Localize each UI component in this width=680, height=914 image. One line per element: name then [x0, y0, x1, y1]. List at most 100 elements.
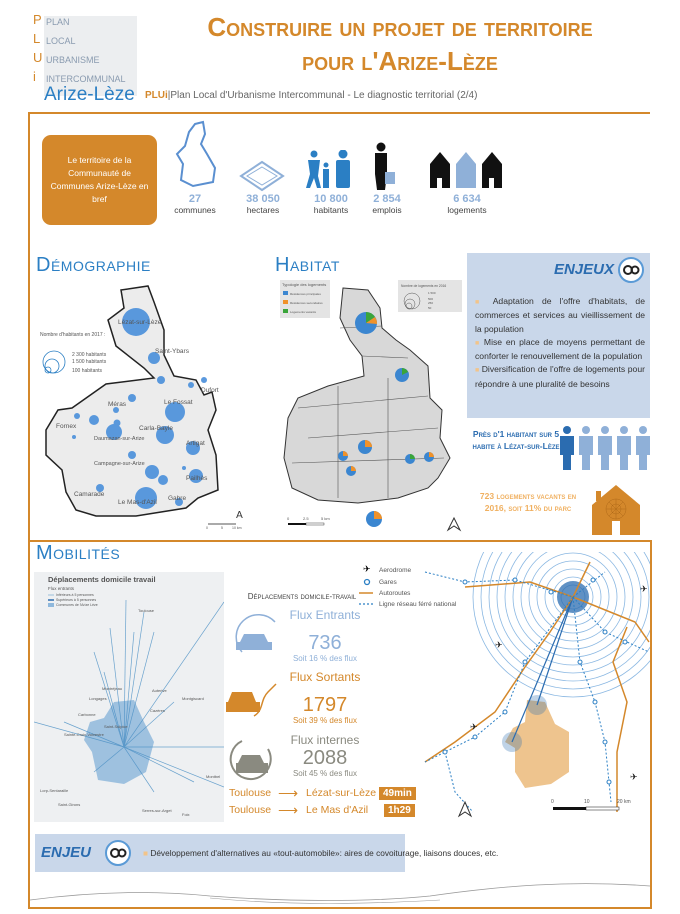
legend-item: 250 [428, 301, 433, 305]
place-label: Saint-Girons [58, 802, 80, 807]
flux-label: Flux Sortants [289, 670, 361, 684]
legend-item: Autoroutes [379, 590, 411, 597]
title-line-1: Construire un projet de territoire [207, 12, 593, 42]
vacants-highlight: 723 logements vacants en 2016, soit 11% … [479, 491, 577, 513]
flux-share: Soit 16 % des flux [292, 654, 358, 663]
legend-item: Résidences secondaires [290, 301, 323, 305]
habitat-map: Typologie des logements Résidences princ… [280, 280, 462, 532]
scale-label: 5 km [321, 516, 330, 521]
route-duration: 1h29 [384, 804, 415, 817]
place-label: Cazères [150, 708, 165, 713]
enjeu-item-text: Développement d'alternatives au «tout-au… [150, 848, 499, 858]
legend-swatch [283, 291, 288, 295]
town-label: Pailhès [186, 475, 208, 482]
scale-label: 10 km [232, 526, 242, 530]
typology-legend [280, 280, 330, 318]
habitat-territory [283, 287, 451, 504]
place-label: Sainte-Croix-Volvestre [64, 732, 105, 737]
legend-title: Nombre de logements en 2016 [401, 284, 446, 288]
stat-value: 38 050 [246, 193, 280, 205]
legend-swatch [283, 300, 288, 304]
gears-icon [618, 257, 644, 283]
scale-label: 0 [551, 799, 554, 805]
enjeux-panel: ENJEUX Adaptation de l'offre d'habitats,… [467, 253, 650, 418]
frame-middle [28, 540, 652, 542]
scale-bar [553, 807, 586, 810]
place-label: Auterive [152, 688, 167, 693]
svg-text:✈: ✈ [630, 773, 638, 783]
north-arrow-icon [446, 516, 462, 532]
stat-value: 27 [188, 193, 202, 205]
town-label: Le Mas-d'Azil [118, 499, 157, 506]
flow-lines [34, 599, 224, 793]
stat-value: 10 800 [314, 193, 348, 205]
logo-word: LOCAL [46, 36, 76, 46]
logo-word: INTERCOMMUNAL [46, 74, 126, 84]
frame-left [28, 112, 30, 909]
route-to: Lézat-sur-Lèze [306, 787, 377, 799]
place-label: Longages [89, 696, 107, 701]
subtitle-text: |Plan Local d'Urbanisme Intercommunal - … [167, 90, 478, 101]
town-label: Méras [108, 401, 127, 408]
arrow-right-icon: ⟶ [278, 785, 299, 801]
enjeux-title: ENJEUX [553, 261, 614, 278]
legend-swatch [283, 309, 288, 313]
lezat-highlight: Près d'1 habitant sur 5 habite à Lézat-s… [472, 429, 560, 451]
frame-right [650, 540, 652, 909]
map-title: Déplacements domicile travail [48, 575, 156, 584]
aerodrome-markers: ✈ ✈ ✈ ✈ [470, 585, 648, 783]
place-label: Serres-sur-Arget [142, 808, 172, 813]
pie-markers [338, 312, 434, 527]
svg-text:✈: ✈ [640, 585, 648, 595]
section-heading-mobilites: Mobilités [36, 542, 121, 564]
svg-text:✈: ✈ [470, 723, 478, 733]
flux-internes: Flux internes 2088 Soit 45 % des flux [270, 733, 380, 778]
legend-item: 50 [428, 306, 432, 310]
legend-item: Inférieurs à 5 personnes [56, 593, 94, 597]
area-icon [239, 160, 285, 192]
flux-value: 2088 [302, 747, 348, 769]
legend-title: Nombre d'habitants en 2017 : [40, 332, 105, 338]
town-label: Daumazan-sur-Arize [94, 436, 144, 442]
commute-flow-map: Déplacements domicile travail Flux entra… [34, 572, 224, 822]
vacant-house-icon [592, 485, 640, 535]
place-label: Montbel [206, 774, 220, 779]
flux-entrants: Flux Entrants 736 Soit 16 % des flux [270, 608, 380, 663]
people-ratio-icon [560, 426, 650, 470]
demographie-map: Lézat-sur-Lèze Saint-Ybars Dufort Le Fos… [40, 285, 243, 530]
stat-label: habitants [313, 205, 349, 215]
arrow-right-icon: ⟶ [278, 802, 299, 818]
flux-value: 1797 [302, 694, 348, 716]
gears-icon [105, 840, 131, 866]
town-label: Fornex [56, 423, 77, 430]
legend-circles [42, 350, 66, 374]
place-label: Lorp-Sentaraille [40, 788, 69, 793]
logo-letter: U [33, 50, 43, 65]
place-label: Montgiscard [182, 696, 204, 701]
logo-letter: i [33, 69, 36, 84]
logo-word: URBANISME [46, 55, 100, 65]
town-label: Saint-Ybars [155, 348, 190, 355]
logo-word: PLAN [46, 17, 70, 27]
route-from: Toulouse [229, 787, 272, 799]
place-label: Foix [182, 812, 190, 817]
legend-item: Communes de l'Arize Lèze [56, 603, 98, 607]
flux-share: Soit 39 % des flux [292, 716, 358, 725]
logo-letter: P [33, 12, 42, 27]
flux-value: 736 [308, 632, 342, 654]
svg-text:✈: ✈ [495, 641, 503, 651]
scale-label: 0 [287, 516, 290, 521]
place-label: Montréjeau [102, 686, 122, 691]
businessman-icon [375, 142, 395, 190]
legend-item: 100 habitants [72, 368, 103, 374]
station-icon [363, 578, 371, 586]
stat-label: emplois [372, 205, 402, 215]
stat-label: logements [447, 205, 487, 215]
legend-item: 1 500 [428, 291, 436, 295]
logo-background [44, 16, 137, 96]
town-label: Lézat-sur-Lèze [118, 319, 162, 326]
place-label: Saint-Sulpice [104, 724, 128, 729]
flux-label: Flux Entrants [289, 608, 361, 622]
enjeux-item: Adaptation de l'offre d'habitats, de com… [475, 295, 645, 336]
town-label: Le Fossat [164, 399, 193, 406]
